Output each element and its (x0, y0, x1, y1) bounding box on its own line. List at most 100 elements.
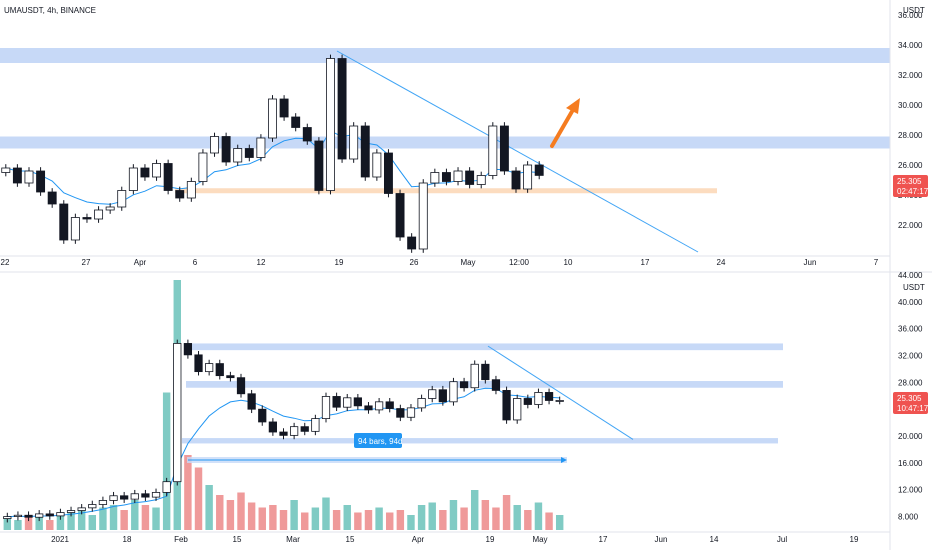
top-candle (279, 98, 289, 118)
top-candle (499, 125, 509, 172)
bottom-y-tick-label: 16.000 (898, 459, 923, 468)
top-x-tick-label: 7 (874, 258, 879, 267)
top-moving-average (5, 130, 540, 205)
volume-bar (311, 507, 320, 530)
top-y-tick-label: 28.000 (898, 131, 923, 140)
bottom-candles (3, 339, 564, 523)
volume-bar (481, 500, 490, 530)
bottom-candle (290, 426, 299, 436)
bottom-candle (13, 514, 23, 517)
volume-bar (247, 502, 256, 530)
top-candle (70, 217, 80, 241)
top-y-tick-label: 30.000 (898, 101, 923, 110)
volume-bar (258, 507, 266, 530)
top-x-tick-label: May (460, 258, 475, 267)
bottom-x-tick-label: Jun (655, 535, 668, 544)
bottom-candle (385, 401, 394, 409)
top-price-tag: 25.305 02:47:17 (893, 175, 929, 197)
date-range-tool[interactable]: 94 bars, 94d (187, 433, 567, 463)
volume-bar (386, 512, 394, 530)
bottom-y-tick-label: 12.000 (898, 486, 923, 495)
symbol-title[interactable]: UMAUSDT, 4h, BINANCE (4, 6, 97, 15)
bottom-price-tag: 25.305 10:47:17 (893, 392, 929, 414)
volume-bar (460, 507, 468, 530)
top-x-tick-label: 26 (410, 258, 419, 267)
bottom-moving-average (7, 387, 560, 518)
bottom-zones (182, 343, 783, 444)
bottom-candle (56, 512, 65, 517)
top-candle (221, 136, 231, 163)
bottom-candle (130, 493, 139, 500)
volume-bar (502, 495, 511, 530)
volume-bar (428, 502, 436, 530)
top-candle (105, 206, 115, 211)
bottom-y-tick-label: 40.000 (898, 298, 923, 307)
bottom-candle (428, 389, 437, 399)
bottom-candle (194, 354, 203, 373)
volume-bar (470, 490, 479, 530)
top-candle (94, 209, 104, 220)
volume-bar (332, 510, 341, 530)
bottom-candle (3, 516, 12, 519)
bottom-trendline (487, 345, 634, 440)
volume-bar (343, 505, 351, 530)
bottom-volume (3, 280, 564, 530)
bottom-candle (544, 392, 554, 401)
bottom-candle (141, 493, 150, 498)
volume-bar (524, 510, 532, 530)
top-candle (210, 136, 219, 154)
bottom-x-tick-label: Mar (286, 535, 300, 544)
top-candle (24, 170, 34, 184)
top-candle (152, 163, 162, 178)
bottom-candle (66, 510, 76, 513)
volume-bar (449, 500, 458, 530)
volume-bar (375, 507, 383, 530)
volume-bar (56, 515, 65, 530)
bottom-candle (77, 507, 86, 511)
volume-bar (513, 505, 521, 530)
top-candle (395, 193, 405, 238)
up-arrow-icon (550, 98, 580, 148)
bottom-x-tick-label: 19 (486, 535, 495, 544)
bottom-candle (406, 407, 416, 418)
top-y-tick-label: 32.000 (898, 71, 923, 80)
volume-bar (407, 515, 415, 530)
bottom-candle (513, 398, 522, 421)
top-y-tick-label: 34.000 (898, 41, 923, 50)
top-candle (12, 167, 22, 184)
bottom-candle (120, 495, 129, 500)
volume-bar (555, 515, 564, 530)
top-candle (337, 58, 347, 160)
bottom-candle (332, 396, 341, 408)
bottom-support-zone (182, 438, 778, 444)
volume-bar (67, 512, 75, 530)
top-candle (1, 167, 11, 173)
top-y-tick-label: 22.000 (898, 221, 923, 230)
volume-bar (109, 505, 118, 530)
bottom-candle (24, 514, 33, 518)
bottom-candle (300, 426, 309, 432)
volume-bar (120, 510, 128, 530)
bottom-candle (268, 421, 277, 433)
volume-bar (534, 502, 543, 530)
bottom-y-tick-label: 32.000 (898, 352, 923, 361)
top-x-tick-label: 17 (641, 258, 650, 267)
top-candle (186, 181, 196, 199)
volume-bar (152, 507, 160, 530)
volume-bar (439, 510, 447, 530)
bottom-candle (311, 418, 320, 432)
bottom-candle (534, 392, 543, 405)
bottom-resistance-zone (186, 343, 783, 351)
top-trendline (336, 50, 699, 253)
bottom-y-tick-label: 8.000 (898, 513, 919, 522)
bottom-candle (491, 379, 501, 391)
top-unit-label: USDT (903, 6, 925, 15)
top-candle (511, 170, 521, 190)
bottom-candle (236, 377, 246, 395)
bottom-candle (173, 343, 182, 483)
bottom-candle (45, 513, 54, 517)
volume-bar (24, 515, 33, 530)
top-candle (372, 152, 382, 178)
